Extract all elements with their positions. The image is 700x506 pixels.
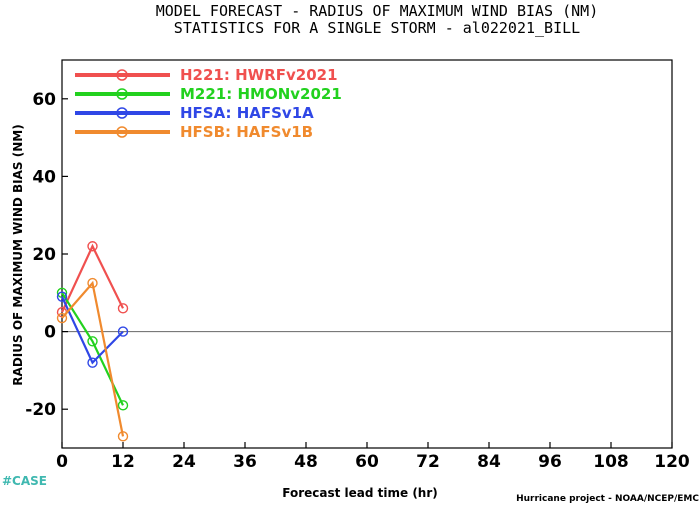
legend-label: H221: HWRFv2021 — [180, 66, 338, 84]
x-tick-label: 72 — [416, 452, 440, 472]
data-point — [117, 326, 129, 337]
series-line — [61, 243, 124, 313]
data-point — [87, 277, 98, 289]
x-tick-label: 60 — [355, 452, 379, 472]
series-line — [61, 280, 125, 437]
x-tick-label: 120 — [654, 452, 690, 472]
x-axis-label: Forecast lead time (hr) — [282, 486, 438, 500]
credit-text: Hurricane project - NOAA/NCEP/EMC — [516, 494, 699, 504]
data-point — [87, 336, 98, 347]
y-tick-label: -20 — [25, 400, 56, 420]
legend-label: M221: HMONv2021 — [180, 85, 342, 103]
x-tick-label: 108 — [593, 452, 629, 472]
case-tag: #CASE — [2, 474, 47, 488]
legend-marker — [116, 69, 128, 81]
data-point — [117, 400, 129, 411]
data-point — [87, 241, 98, 252]
data-point — [87, 357, 98, 368]
legend-marker — [116, 88, 128, 100]
x-tick-label: 84 — [477, 452, 501, 472]
data-point — [56, 312, 68, 324]
x-tick-label: 0 — [56, 452, 68, 472]
legend-marker — [116, 126, 128, 138]
x-tick-label: 36 — [233, 452, 257, 472]
data-point — [117, 303, 129, 314]
y-tick-label: 20 — [32, 245, 56, 265]
x-tick-label: 48 — [294, 452, 318, 472]
plot-area: 0 12 24 36 48 60 72 84 96 108 120 -20 0 20 40 60 H221: H… — [25, 59, 690, 472]
plot-frame — [61, 59, 673, 449]
series-line — [61, 296, 124, 365]
y-tick-label: 0 — [44, 323, 56, 343]
legend-label: HFSB: HAFSv1B — [180, 123, 313, 141]
data-point — [117, 431, 129, 442]
data-point — [56, 291, 68, 302]
legend-marker — [116, 107, 128, 119]
y-tick-label: 40 — [32, 167, 56, 187]
legend-label: HFSA: HAFSv1A — [180, 104, 314, 122]
chart-title-line-1: MODEL FORECAST - RADIUS OF MAXIMUM WIND … — [156, 2, 599, 20]
y-tick-label: 60 — [32, 90, 56, 110]
x-tick-label: 24 — [172, 452, 196, 472]
x-tick-label: 96 — [538, 452, 562, 472]
chart-title-line-2: STATISTICS FOR A SINGLE STORM - al022021… — [174, 19, 580, 37]
x-tick-label: 12 — [111, 452, 135, 472]
y-axis-label: RADIUS OF MAXIMUM WIND BIAS (NM) — [11, 124, 25, 385]
